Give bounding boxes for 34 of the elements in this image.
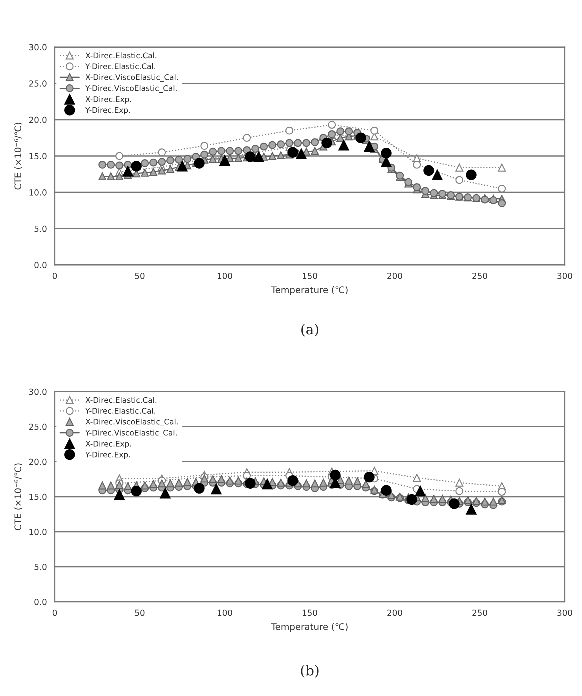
x-tick-label: 250 (472, 272, 488, 280)
x-tick-label: 200 (388, 610, 402, 616)
x-tick-label: 0 (52, 272, 58, 280)
x-tick-label: 100 (218, 610, 232, 616)
x-tick-label: 250 (472, 610, 488, 616)
x-tick-label: 200 (388, 272, 402, 280)
x-tick-label: 100 (218, 272, 232, 280)
y-tick-label: 10.0 (30, 190, 47, 196)
y-tick-label: 20.0 (29, 458, 47, 466)
y-tick-label: 0.0 (34, 599, 47, 606)
y-axis-title: CTE (×10⁻⁶/℃) (14, 123, 23, 190)
text: (a) (302, 324, 318, 337)
x-tick-label: 300 (558, 272, 572, 280)
text: (b) (301, 665, 319, 678)
y-tick-label: 20.0 (29, 116, 47, 124)
y-tick-label: 10.0 (30, 528, 47, 536)
y-tick-label: 5.0 (34, 564, 47, 570)
y-tick-label: 15.0 (30, 153, 47, 160)
y-tick-label: 25.0 (29, 80, 47, 87)
y-tick-label: 30.0 (29, 44, 47, 51)
x-axis-title: Temperature (℃) (271, 286, 348, 296)
y-axis-title: CTE (×10⁻⁶/℃) (14, 464, 23, 530)
x-tick-label: 150 (302, 610, 318, 616)
x-axis-title: Temperature (℃) (271, 623, 348, 632)
y-tick-label: 30.0 (29, 388, 47, 396)
x-tick-label: 300 (558, 610, 572, 616)
x-tick-label: 50 (135, 610, 145, 616)
x-tick-label: 0 (52, 610, 58, 616)
y-tick-label: 25.0 (29, 424, 47, 430)
x-tick-label: 150 (302, 272, 318, 280)
y-tick-label: 5.0 (34, 226, 47, 232)
x-tick-label: 50 (135, 272, 145, 280)
y-tick-label: 15.0 (30, 494, 47, 500)
y-tick-label: 0.0 (34, 262, 47, 268)
